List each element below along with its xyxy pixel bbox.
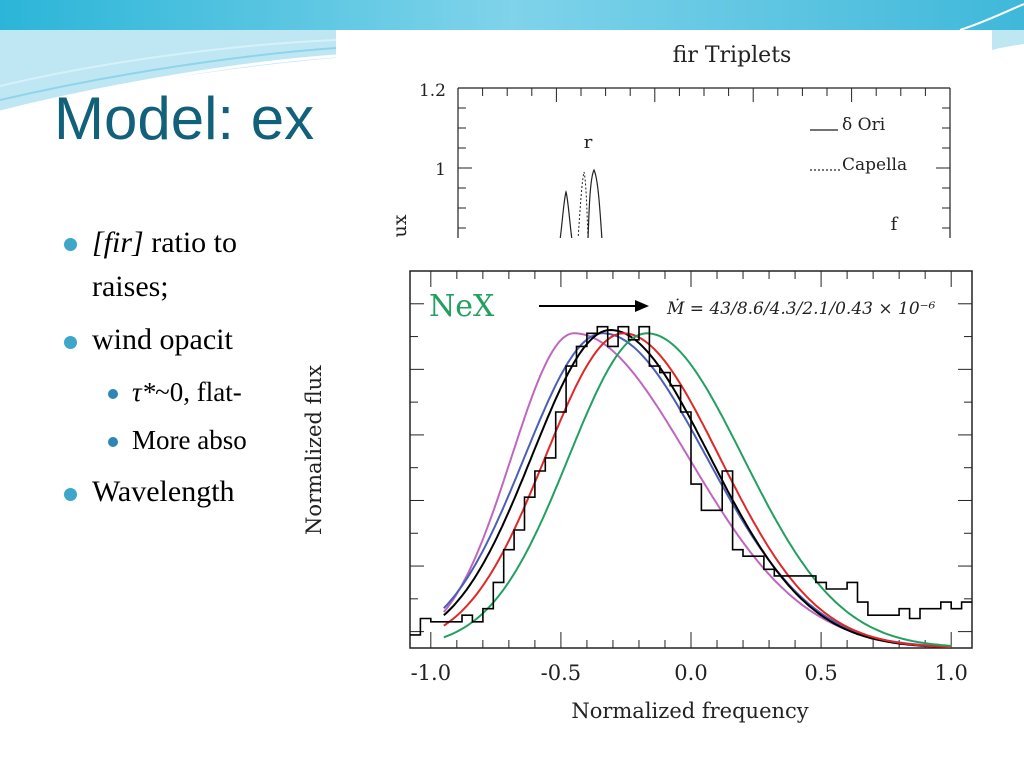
chart1-legend: δ Ori Capella — [810, 115, 907, 175]
sub-bullet-dot — [108, 389, 118, 399]
chart1-line-solid-1 — [559, 190, 573, 241]
chart1-ytick-label: 1.2 — [419, 81, 446, 101]
slide-title: Model: ex — [54, 85, 315, 152]
ion-label: NeX — [429, 289, 495, 324]
arrow-head-icon — [635, 300, 649, 312]
chart1-ylabel: ux — [389, 214, 411, 237]
chart1-tick-marks — [457, 87, 950, 229]
x-axis-label: Normalized frequency — [571, 699, 808, 723]
model-curve-black — [443, 328, 952, 649]
x-tick-label: -0.5 — [541, 661, 582, 685]
y-axis-label: Normalized flux — [302, 365, 326, 535]
x-tick-label: 0.5 — [804, 661, 837, 685]
chart1-line-label-f: f — [891, 214, 899, 235]
model-curve-blue — [443, 332, 952, 648]
legend-label-capella: Capella — [842, 155, 907, 175]
chart1-line-dotted — [577, 171, 589, 241]
sub-bullet-2: More abso — [132, 425, 247, 455]
fir-triplets-svg: fir Triplets 1.2 1 ux δ Ori Capella r f — [389, 43, 951, 241]
sub-bullet-dot — [108, 437, 118, 447]
bullet-dot — [64, 336, 77, 349]
bullet-dot — [64, 238, 77, 251]
sub-bullet-1: τ*~0, flat- — [132, 377, 242, 407]
chart1-line-label-r: r — [584, 132, 593, 153]
bullet-3: Wavelength — [92, 475, 235, 508]
x-tick-label: 1.0 — [934, 661, 967, 685]
legend-label-delta-ori: δ Ori — [842, 115, 886, 135]
bullet-1-line-1: [fir] ratio to — [92, 226, 238, 259]
bullet-2: wind opacit — [92, 323, 233, 356]
mdot-annotation: Ṁ = 43/8.6/4.3/2.1/0.43 × 10⁻⁶ — [666, 298, 936, 319]
x-tick-labels: -1.0 -0.5 0.0 0.5 1.0 — [411, 661, 968, 685]
nex-line-profile-chart: -1.0 -0.5 0.0 0.5 1.0 NeX Ṁ = 43/8.6/4.3/2.1… — [277, 238, 990, 740]
x-tick-label: 0.0 — [674, 661, 707, 685]
chart1-line-solid-2 — [587, 168, 603, 241]
model-curve-green — [443, 332, 952, 647]
bullet-dot — [64, 488, 77, 501]
chart1-title: fir Triplets — [673, 43, 792, 68]
bullet-1-line-2: raises; — [92, 270, 169, 303]
fir-triplets-chart: fir Triplets 1.2 1 ux δ Ori Capella r f — [336, 30, 992, 241]
model-curve-magenta — [443, 332, 952, 648]
nex-chart-svg: -1.0 -0.5 0.0 0.5 1.0 NeX Ṁ = 43/8.6/4.3/2.1… — [302, 270, 973, 723]
chart1-ytick-label: 1 — [435, 160, 446, 180]
model-curves — [443, 328, 952, 649]
x-tick-label: -1.0 — [411, 661, 452, 685]
tick-marks — [410, 271, 972, 648]
data-histogram — [410, 325, 972, 636]
model-curve-red — [443, 332, 952, 648]
